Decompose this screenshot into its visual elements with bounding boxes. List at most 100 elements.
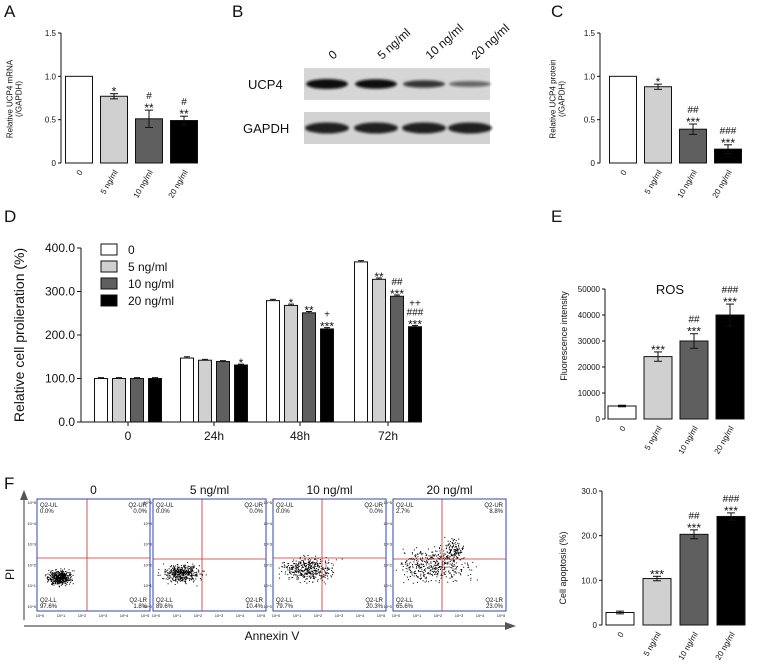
flow-dot (281, 566, 283, 568)
flow-dot (192, 572, 194, 574)
flow-dot (458, 554, 460, 556)
flow-dot (57, 582, 59, 584)
flow-dot (430, 569, 432, 571)
flow-dot (178, 578, 180, 580)
flow-dot (302, 575, 304, 577)
flow-axis-tick: 10^2 (314, 613, 323, 618)
flow-dot (453, 543, 455, 545)
flow-dot (303, 575, 305, 577)
flow-dot (191, 570, 193, 572)
flow-dot (458, 543, 460, 545)
flow-dot (60, 568, 62, 570)
flow-dot (193, 565, 195, 567)
flow-dot (407, 579, 409, 581)
flow-dot (424, 569, 425, 571)
y-axis-label: Relative cell prolieration (%) (11, 248, 27, 422)
flow-axis-tick: 10^3 (27, 542, 36, 547)
flow-dot (332, 571, 334, 573)
flow-dot (444, 567, 445, 569)
flow-dot (314, 562, 316, 563)
flow-dot (307, 555, 309, 556)
flow-dot (68, 569, 70, 571)
flow-dot (298, 566, 300, 568)
flow-dot (61, 573, 63, 575)
flow-dot (184, 582, 186, 584)
flow-dot (50, 570, 52, 572)
flow-dot (63, 572, 65, 574)
flow-dot (314, 576, 316, 578)
y-axis-label: Cell apoptosis (%) (558, 531, 568, 604)
flow-dot (69, 583, 70, 585)
flow-dot (323, 575, 325, 577)
flow-dot (318, 568, 320, 570)
flow-dot (172, 580, 174, 581)
significance-marker: ** (179, 107, 189, 121)
flow-dot (458, 546, 460, 548)
flow-dot (169, 566, 171, 568)
flow-dot (447, 544, 449, 546)
flow-dot (58, 577, 60, 579)
flow-dot (287, 569, 289, 571)
flow-dot (448, 542, 450, 544)
flow-dot (51, 572, 53, 574)
flow-dot (449, 556, 451, 558)
flow-axis-tick: 10^3 (263, 542, 272, 547)
flow-dot (418, 570, 419, 571)
flow-dot (310, 568, 312, 570)
flow-dot (317, 563, 319, 564)
flow-axis-tick: 10^0 (152, 613, 161, 618)
flow-dot (447, 555, 449, 557)
flow-dot (406, 565, 408, 567)
flow-dot (301, 565, 303, 567)
flow-dot (60, 579, 62, 581)
flow-dot (451, 546, 453, 548)
flow-dot (49, 579, 51, 580)
flow-dot (72, 574, 74, 576)
chart-c: 0 0.5 1.0 1.5 Relative UCP4 protein(/GAPDH) 0… (549, 29, 742, 200)
flow-dot (449, 540, 451, 542)
flow-dot (177, 571, 179, 573)
flow-dot (202, 575, 203, 577)
flow-dot (445, 544, 447, 546)
flow-dot (62, 570, 63, 572)
flow-dot (450, 550, 452, 552)
flow-dot (307, 561, 309, 563)
flow-dot (454, 554, 456, 556)
flow-dot (291, 567, 293, 569)
flow-dot (411, 571, 413, 573)
flow-dot (298, 563, 300, 565)
flow-dot (167, 578, 169, 580)
flow-dot (184, 577, 186, 579)
flow-dot (48, 574, 50, 576)
flow-dot (435, 562, 437, 564)
flow-dot (305, 572, 307, 574)
flow-dot (452, 559, 454, 561)
flow-dot (288, 563, 290, 564)
flow-axis-tick: 10^3 (383, 542, 392, 547)
flow-dot (57, 582, 58, 584)
flow-dot (415, 573, 417, 575)
flow-dot (425, 564, 427, 566)
flow-dot (173, 566, 175, 567)
flow-dot (414, 571, 416, 572)
flow-dot (304, 570, 305, 572)
flow-dot (412, 553, 413, 555)
flow-dot (455, 549, 457, 550)
flow-dot (308, 581, 310, 583)
flow-dot (306, 573, 307, 575)
flow-dot (307, 568, 309, 569)
significance-marker: ## (688, 315, 700, 326)
y-axis-label: Fluorescence intensity (559, 291, 569, 381)
flow-xlabel: Annexin V (245, 629, 300, 643)
flow-dot (165, 578, 167, 580)
flow-dot (447, 563, 449, 565)
flow-dot (64, 573, 66, 575)
flow-dot (73, 570, 75, 572)
flow-dot (418, 570, 420, 572)
flow-dot (64, 585, 66, 587)
flow-dot (67, 575, 69, 577)
flow-plot-frame (392, 498, 507, 612)
bar-5-ng-ml (644, 86, 672, 164)
flow-dot (198, 570, 200, 572)
chart-a: 0 0.5 1.0 1.5 Relative UCP4 mRNA(/GAPDH) 0 * 5 … (6, 29, 198, 200)
